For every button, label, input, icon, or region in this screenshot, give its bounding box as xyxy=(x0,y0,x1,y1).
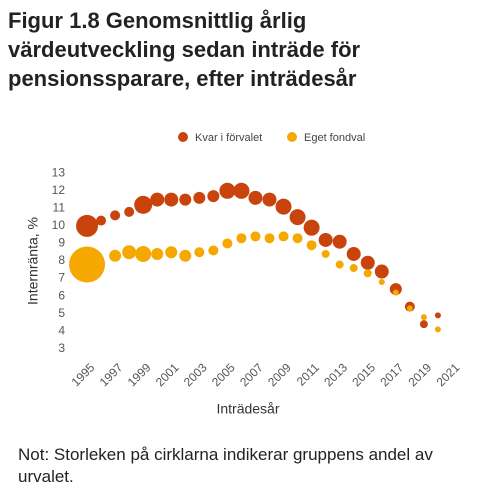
bubble xyxy=(392,289,399,296)
bubble xyxy=(179,193,192,206)
x-tick-label: 2005 xyxy=(209,360,238,389)
bubble xyxy=(208,245,219,256)
x-tick-label: 1999 xyxy=(125,360,154,389)
x-axis-label: Inträdesår xyxy=(216,401,279,417)
bubble xyxy=(109,249,122,262)
bubble xyxy=(278,231,289,242)
bubble xyxy=(151,247,164,260)
bubble xyxy=(292,233,303,244)
bubble xyxy=(275,198,292,215)
bubble xyxy=(164,192,179,207)
bubble xyxy=(69,246,106,283)
y-tick-label: 3 xyxy=(58,341,65,355)
bubble xyxy=(332,234,347,249)
bubble xyxy=(250,231,261,242)
bubble xyxy=(389,283,402,296)
legend-label: Eget fondval xyxy=(304,132,365,144)
note: Not: Storleken på cirklarna indikerar gr… xyxy=(18,445,433,486)
bubble xyxy=(222,238,233,249)
x-tick-label: 1997 xyxy=(97,360,126,389)
bubble xyxy=(306,240,317,251)
x-tick-label: 2013 xyxy=(321,360,350,389)
bubble xyxy=(321,249,330,258)
bubble xyxy=(318,232,333,247)
bubble xyxy=(165,246,178,259)
y-tick-label: 13 xyxy=(52,165,66,179)
x-tick-label: 2003 xyxy=(181,360,210,389)
bubble xyxy=(124,206,135,217)
bubble xyxy=(434,326,441,333)
bubble xyxy=(434,312,441,319)
bubble xyxy=(110,210,121,221)
bubble xyxy=(303,219,320,236)
bubble xyxy=(374,264,389,279)
bubble xyxy=(150,192,165,207)
legend-label: Kvar i förvalet xyxy=(195,132,262,144)
y-tick-label: 4 xyxy=(58,323,65,337)
bubble xyxy=(207,190,220,203)
x-tick-label: 1995 xyxy=(69,360,98,389)
y-tick-label: 9 xyxy=(58,236,65,250)
bubble xyxy=(289,209,306,226)
bubble xyxy=(346,246,361,261)
bubble xyxy=(419,320,428,329)
x-tick-label: 2009 xyxy=(265,360,294,389)
bubble xyxy=(96,215,107,226)
bubble xyxy=(233,182,250,199)
chart-title: Figur 1.8 Genomsnittlig årlig värdeutvec… xyxy=(8,8,361,91)
legend-marker xyxy=(287,132,297,142)
x-tick-label: 2007 xyxy=(237,360,266,389)
legend-marker xyxy=(178,132,188,142)
x-tick-label: 2017 xyxy=(377,360,406,389)
x-tick-label: 2011 xyxy=(294,360,322,388)
x-tick-label: 2001 xyxy=(153,360,182,389)
bubble xyxy=(349,264,358,273)
x-tick-label: 2019 xyxy=(405,360,434,389)
bubble xyxy=(264,233,275,244)
bubble xyxy=(76,214,99,237)
y-tick-label: 11 xyxy=(53,201,66,215)
bubble xyxy=(406,305,413,312)
bubble xyxy=(360,255,375,270)
bubble xyxy=(236,233,247,244)
bubble xyxy=(335,260,344,269)
bubble xyxy=(378,279,385,286)
bubble xyxy=(420,314,427,321)
y-tick-label: 7 xyxy=(58,271,65,285)
y-tick-label: 10 xyxy=(52,218,66,232)
bubble xyxy=(135,245,152,262)
bubble xyxy=(219,182,236,199)
y-tick-label: 6 xyxy=(58,288,65,302)
y-tick-label: 8 xyxy=(58,253,65,267)
bubble xyxy=(122,245,137,260)
x-tick-label: 2021 xyxy=(434,360,463,389)
bubble xyxy=(262,192,277,207)
bubble xyxy=(134,195,153,214)
y-axis-label: Internränta, % xyxy=(25,217,41,305)
y-tick-label: 5 xyxy=(58,306,65,320)
bubble xyxy=(179,249,192,262)
bubble xyxy=(194,247,205,258)
y-tick-label: 12 xyxy=(52,183,66,197)
chart: Inträdesår Internränta, % 3 4 5 6 7 8 9 10 11 12 1… xyxy=(25,132,463,417)
bubble xyxy=(248,190,263,205)
bubble xyxy=(193,191,206,204)
x-tick-label: 2015 xyxy=(349,360,378,389)
bubble xyxy=(363,269,372,278)
